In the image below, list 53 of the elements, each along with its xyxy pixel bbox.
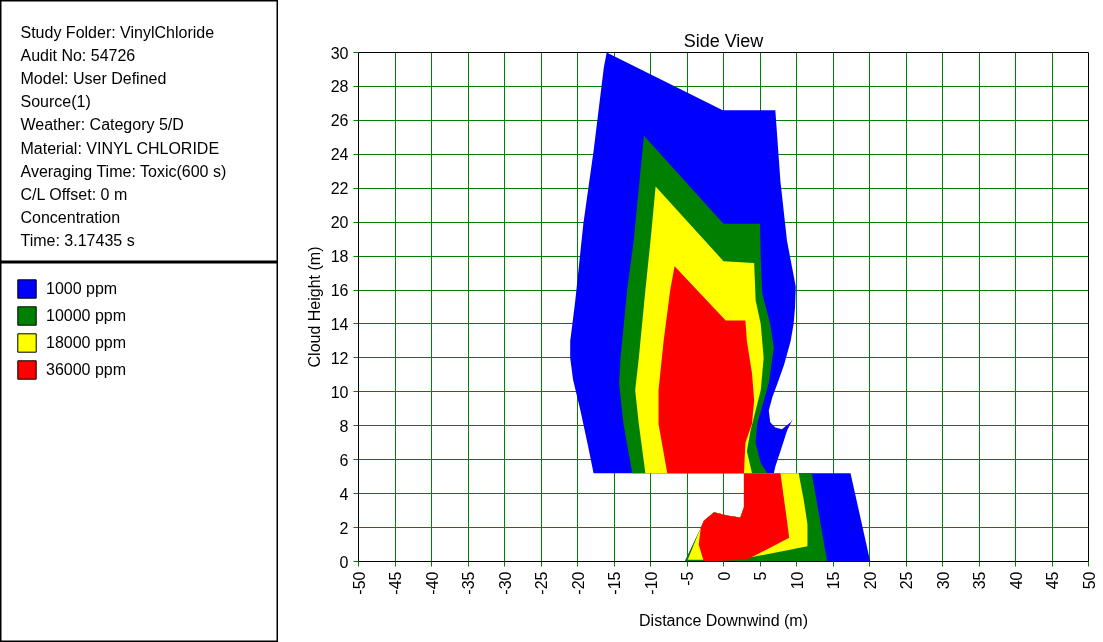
source-note: Source(1) bbox=[20, 93, 91, 111]
x-tick-label: -15 bbox=[606, 571, 623, 595]
y-tick-label: 24 bbox=[330, 146, 349, 164]
x-tick-label: -25 bbox=[533, 571, 550, 595]
y-tick-label: 20 bbox=[330, 214, 349, 232]
y-tick-label: 8 bbox=[339, 417, 349, 435]
y-tick-label: 6 bbox=[339, 451, 349, 469]
y-tick-label: 18 bbox=[330, 248, 349, 266]
x-tick-label: 25 bbox=[898, 571, 915, 590]
x-tick-label: 5 bbox=[752, 571, 769, 581]
y-tick-label: 30 bbox=[330, 44, 349, 62]
y-tick-label: 28 bbox=[330, 78, 349, 96]
x-tick-label: -20 bbox=[569, 571, 587, 595]
x-tick-label: 10 bbox=[788, 571, 806, 590]
x-tick-label: 15 bbox=[825, 571, 842, 590]
text: C/L Offset: 0 m bbox=[20, 185, 128, 203]
x-tick-label: -35 bbox=[460, 571, 477, 595]
x-tick-label: 40 bbox=[1007, 571, 1025, 590]
x-tick-label: 0 bbox=[715, 571, 733, 581]
x-tick-label: 35 bbox=[971, 571, 988, 590]
y-axis-title: Cloud Height (m) bbox=[305, 246, 323, 368]
y-tick-label: 14 bbox=[330, 315, 349, 333]
x-tick-label: 20 bbox=[861, 571, 879, 590]
text: Concentration bbox=[20, 208, 121, 226]
y-tick-label: 10 bbox=[330, 383, 349, 401]
chart-title: Side View bbox=[683, 30, 765, 51]
x-axis-title: Distance Downwind (m) bbox=[639, 611, 808, 629]
x-tick-label: -50 bbox=[350, 571, 368, 595]
x-tick-label: -45 bbox=[387, 571, 404, 595]
legend-label: 18000 ppm bbox=[46, 333, 127, 352]
x-tick-label: 45 bbox=[1044, 571, 1061, 590]
y-tick-label: 2 bbox=[339, 519, 349, 537]
x-tick-label: -5 bbox=[679, 571, 696, 586]
text: Model: User Defined bbox=[20, 70, 167, 88]
x-tick-label: -30 bbox=[496, 571, 514, 595]
text: Material: VINYL CHLORIDE bbox=[20, 139, 220, 157]
y-tick-label: 26 bbox=[330, 112, 349, 130]
text: Averaging Time: Toxic(600 s) bbox=[20, 162, 227, 180]
legend-label: 10000 ppm bbox=[46, 306, 127, 325]
legend-label: 1000 ppm bbox=[46, 279, 118, 298]
x-tick-label: 50 bbox=[1080, 571, 1098, 590]
text: Weather: Category 5/D bbox=[20, 116, 184, 134]
x-tick-label: -40 bbox=[423, 571, 441, 595]
y-tick-label: 16 bbox=[330, 282, 349, 300]
x-tick-label: 30 bbox=[934, 571, 952, 590]
y-tick-label: 12 bbox=[330, 349, 349, 367]
x-tick-label: -10 bbox=[642, 571, 660, 595]
y-tick-label: 22 bbox=[330, 180, 349, 198]
y-tick-label: 4 bbox=[339, 485, 349, 503]
text: Study Folder: VinylChloride bbox=[20, 24, 215, 41]
text: Time: 3.17435 s bbox=[20, 231, 135, 249]
legend-label: 36000 ppm bbox=[46, 360, 127, 379]
text: Audit No: 54726 bbox=[20, 47, 136, 65]
